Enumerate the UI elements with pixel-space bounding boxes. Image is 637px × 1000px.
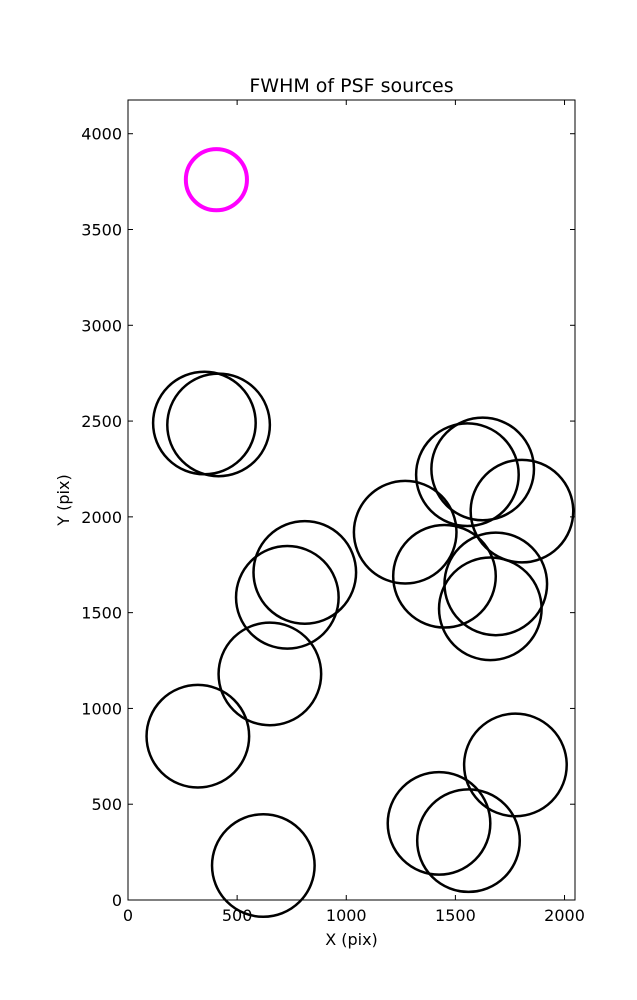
x-tick-label: 0 (123, 906, 133, 925)
y-tick-label: 0 (112, 891, 122, 910)
highlighted-source-circle (183, 147, 249, 213)
y-tick-label: 4000 (81, 125, 122, 144)
psf-source-circle (437, 556, 543, 662)
y-tick-label: 1500 (81, 604, 122, 623)
y-tick-label: 2500 (81, 412, 122, 431)
y-tick-label: 500 (91, 795, 122, 814)
x-tick-label: 500 (222, 906, 253, 925)
psf-source-circle (166, 372, 272, 478)
psf-source-circle (469, 458, 575, 564)
axis-ticks: 0 500 1000 1500 2000 0 500 1000 1500 2000 2500 3000… (81, 100, 585, 925)
plot-frame (127, 99, 576, 901)
psf-source-circle (210, 812, 316, 919)
chart-title: FWHM of PSF sources (249, 75, 453, 97)
x-tick-label: 2000 (544, 906, 585, 925)
psf-source-circle (391, 523, 498, 629)
psf-source-circle (352, 479, 458, 585)
psf-source-circle (217, 621, 323, 727)
x-tick-label: 1000 (326, 906, 367, 925)
psf-source-circle (234, 544, 340, 650)
psf-source-circle (386, 770, 492, 876)
psf-source-circle (415, 788, 522, 894)
psf-source-circle (252, 519, 358, 625)
x-axis-label: X (pix) (325, 930, 378, 949)
y-axis-label: Y (pix) (54, 474, 73, 526)
y-tick-label: 1000 (81, 699, 122, 718)
psf-source-circle (145, 683, 251, 789)
plot-area (145, 147, 575, 919)
y-tick-label: 3500 (81, 221, 122, 240)
y-tick-label: 3000 (81, 316, 122, 335)
psf-source-circle (462, 712, 568, 818)
psf-source-circle (430, 416, 536, 522)
x-tick-label: 1500 (435, 906, 476, 925)
psf-source-circle (414, 422, 520, 528)
y-tick-label: 2000 (81, 508, 122, 527)
